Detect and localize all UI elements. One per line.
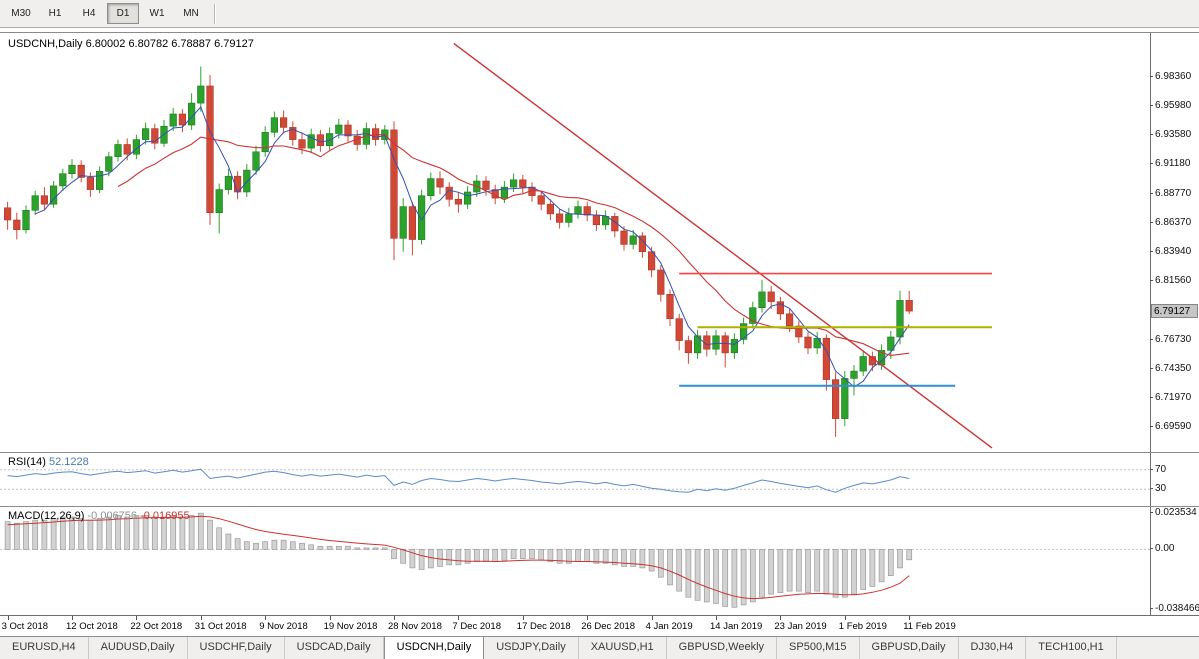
- chart-tab-audusd-daily[interactable]: AUDUSD,Daily: [89, 637, 188, 659]
- macd-signal-value: -0.016955: [140, 510, 190, 522]
- date-tick: 23 Jan 2019: [774, 616, 827, 632]
- current-price-badge: 6.79127: [1151, 304, 1198, 319]
- macd-scale-tick: 0.00: [1149, 543, 1175, 555]
- timeframe-d1-button[interactable]: D1: [107, 3, 139, 24]
- chart-tab-usdcad-daily[interactable]: USDCAD,Daily: [285, 637, 384, 659]
- timeframe-m30-button[interactable]: M30: [11, 8, 31, 19]
- price-tick: 6.69590: [1149, 421, 1192, 433]
- price-tick: 6.76730: [1149, 334, 1192, 346]
- time-scale[interactable]: 3 Oct 2018 12 Oct 2018 22 Oct 2018 31 Oct 2…: [0, 616, 1199, 636]
- price-chart-panel[interactable]: USDCNH,Daily 6.80002 6.80782 6.78887 6.7…: [0, 32, 1199, 453]
- chart-tab-sp500-m15[interactable]: SP500,M15: [777, 637, 860, 659]
- date-tick: 14 Jan 2019: [710, 616, 763, 632]
- price-tick: 6.91180: [1149, 158, 1191, 170]
- macd-scale[interactable]: 0.023534 0.00 -0.038466: [1149, 507, 1199, 615]
- chart-tab-usdchf-daily[interactable]: USDCHF,Daily: [188, 637, 285, 659]
- date-tick: 11 Feb 2019: [903, 616, 956, 632]
- date-tick: 31 Oct 2018: [194, 616, 247, 632]
- price-tick: 6.74350: [1149, 363, 1192, 375]
- chart-tab-xauusd-h1[interactable]: XAUUSD,H1: [579, 637, 667, 659]
- timeframe-h1-button[interactable]: H1: [48, 8, 62, 19]
- chart-tab-usdjpy-daily[interactable]: USDJPY,Daily: [484, 637, 579, 659]
- macd-label: MACD(12,26,9) -0.006756 -0.016955: [8, 510, 190, 522]
- candlestick-chart[interactable]: [0, 33, 1151, 452]
- toolbar-gap: [0, 28, 1199, 32]
- rsi-name: RSI(14): [8, 456, 46, 468]
- chart-tab-dj30-h4[interactable]: DJ30,H4: [959, 637, 1027, 659]
- date-tick: 7 Dec 2018: [452, 616, 501, 632]
- date-tick: 26 Dec 2018: [581, 616, 636, 632]
- macd-name: MACD(12,26,9): [8, 510, 85, 522]
- date-tick: 22 Oct 2018: [130, 616, 183, 632]
- date-tick: 17 Dec 2018: [516, 616, 571, 632]
- date-tick: 12 Oct 2018: [66, 616, 118, 632]
- price-scale[interactable]: 6.98360 6.95980 6.93580 6.91180 6.88770 6.863…: [1149, 33, 1199, 452]
- timeframe-mn-button[interactable]: MN: [183, 8, 199, 19]
- price-tick: 6.83940: [1149, 246, 1192, 258]
- rsi-level-tick: 30: [1149, 483, 1167, 495]
- chart-ohlc-title: USDCNH,Daily 6.80002 6.80782 6.78887 6.7…: [8, 38, 254, 50]
- macd-main-value: -0.006756: [87, 510, 138, 522]
- rsi-plot[interactable]: [0, 453, 1151, 506]
- chart-tab-tech100-h1[interactable]: TECH100,H1: [1026, 637, 1117, 659]
- date-tick: 28 Nov 2018: [388, 616, 442, 632]
- chart-window: USDCNH,Daily 6.80002 6.80782 6.78887 6.7…: [0, 32, 1199, 636]
- date-tick: 4 Jan 2019: [645, 616, 693, 632]
- price-tick: 6.71970: [1149, 392, 1192, 404]
- chart-tab-eurusd-h4[interactable]: EURUSD,H4: [0, 637, 89, 659]
- chart-symbol-label: USDCNH,Daily: [8, 38, 83, 50]
- date-tick: 1 Feb 2019: [838, 616, 887, 632]
- date-tick: 9 Nov 2018: [259, 616, 308, 632]
- macd-plot[interactable]: [0, 507, 1151, 615]
- price-tick: 6.95980: [1149, 99, 1192, 111]
- toolbar-separator: [214, 3, 216, 24]
- macd-panel[interactable]: MACD(12,26,9) -0.006756 -0.016955 0.0235…: [0, 507, 1199, 616]
- rsi-scale[interactable]: 70 30: [1149, 453, 1199, 506]
- price-tick: 6.86370: [1149, 216, 1192, 228]
- price-tick: 6.98360: [1149, 70, 1192, 82]
- chart-tab-usdcnh-daily[interactable]: USDCNH,Daily: [383, 637, 485, 659]
- timeframe-toolbar: M30 H1 H4 D1 W1 MN: [0, 0, 1199, 28]
- timeframe-h4-button[interactable]: H4: [82, 8, 96, 19]
- macd-scale-tick: -0.038466: [1149, 602, 1199, 614]
- date-tick: 3 Oct 2018: [1, 616, 49, 632]
- rsi-level-tick: 70: [1149, 463, 1167, 475]
- price-tick: 6.93580: [1149, 128, 1192, 140]
- price-tick: 6.81560: [1149, 275, 1192, 287]
- price-tick: 6.88770: [1149, 187, 1192, 199]
- rsi-panel[interactable]: RSI(14) 52.1228 70 30: [0, 453, 1199, 507]
- chart-tab-gbpusd-weekly[interactable]: GBPUSD,Weekly: [667, 637, 778, 659]
- rsi-value: 52.1228: [48, 456, 89, 468]
- chart-ohlc-values: 6.80002 6.80782 6.78887 6.79127: [85, 38, 254, 50]
- chart-tab-gbpusd-daily[interactable]: GBPUSD,Daily: [860, 637, 959, 659]
- rsi-label: RSI(14) 52.1228: [8, 456, 89, 468]
- chart-tabs-bar: EURUSD,H4 AUDUSD,Daily USDCHF,Daily USDCAD,…: [0, 636, 1199, 659]
- macd-scale-tick: 0.023534: [1150, 507, 1197, 519]
- date-tick: 19 Nov 2018: [323, 616, 378, 632]
- timeframe-w1-button[interactable]: W1: [149, 8, 165, 19]
